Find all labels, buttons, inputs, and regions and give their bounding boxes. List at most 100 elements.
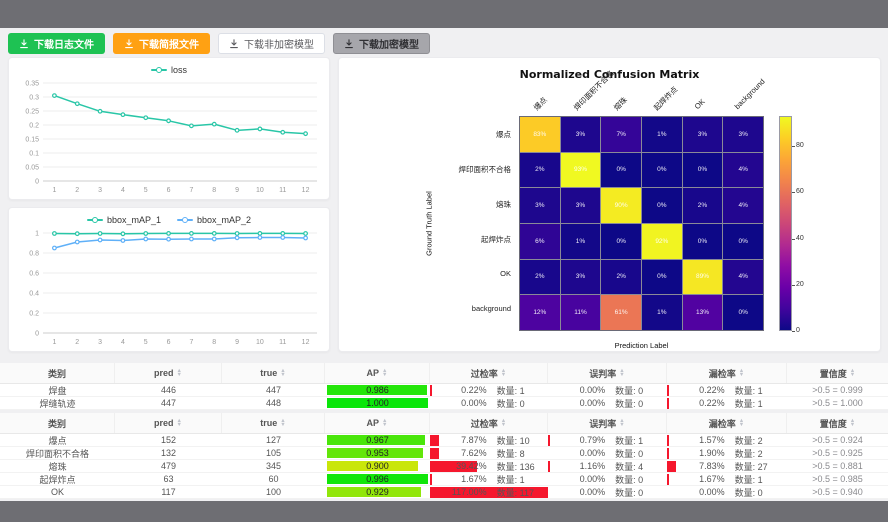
matrix-cell-起焊炸点-焊印面积不合格: 1% bbox=[560, 224, 601, 259]
sort-asc-icon: ▲ bbox=[280, 368, 286, 374]
sort-icon[interactable]: ▲ ▼ bbox=[177, 368, 182, 378]
legend-item-bbox_mAP_1[interactable]: bbox_mAP_1 bbox=[86, 215, 161, 225]
sort-desc-icon: ▼ bbox=[176, 422, 182, 428]
table-header-row: 类别 pred ▲ ▼ true ▲ ▼ AP ▲ ▼ 过检率 ▲ ▼ 误判率 ▲ ▼ 漏检率 ▲ ▼ 置信度 ▲ ▼ bbox=[0, 363, 888, 384]
sort-icon[interactable]: ▲ ▼ bbox=[619, 418, 625, 428]
sort-asc-icon: ▲ bbox=[619, 418, 625, 424]
download-icon bbox=[20, 38, 28, 48]
svg-text:0.25: 0.25 bbox=[25, 109, 39, 116]
download-report-button[interactable]: 下载简报文件 bbox=[113, 33, 210, 54]
table-row-焊缝轨迹: 焊缝轨迹 447 448 1.000 0.00% 数量: 0 0.00% 数量: 0 0.22%… bbox=[0, 397, 888, 410]
sort-desc-icon: ▼ bbox=[500, 422, 507, 428]
sort-desc-icon: ▼ bbox=[280, 372, 286, 378]
sort-asc-icon: ▲ bbox=[382, 368, 388, 374]
download-unencrypted-model-button[interactable]: 下载非加密模型 bbox=[218, 33, 325, 54]
sort-icon[interactable]: ▲ ▼ bbox=[849, 368, 856, 378]
rate-percent: 0.22% bbox=[699, 398, 725, 408]
rate-bar bbox=[430, 473, 433, 485]
svg-text:3: 3 bbox=[98, 339, 102, 346]
matrix-cell-爆点-background: 3% bbox=[723, 117, 763, 152]
confusion-matrix-grid: 83% 3% 7% 1% 3% 3% 2% 93% 0% 0% 0% 4% 3% 3% 90% 0% 2% 4% 6… bbox=[519, 116, 764, 331]
column-header-label: 漏检率 bbox=[708, 368, 736, 379]
svg-text:0.15: 0.15 bbox=[25, 137, 39, 144]
column-header-class: 类别 bbox=[0, 363, 115, 383]
rate-count: 数量: 2 bbox=[734, 435, 763, 446]
sort-icon[interactable]: ▲ ▼ bbox=[280, 368, 286, 378]
cell-true: 447 bbox=[265, 385, 282, 395]
ap-value: 0.929 bbox=[366, 487, 389, 497]
cell-overdetect: 39.42% 数量: 136 bbox=[430, 460, 548, 472]
svg-text:0.05: 0.05 bbox=[25, 165, 39, 172]
rate-percent: 0.00% bbox=[699, 487, 725, 497]
column-header-miss: 漏检率 ▲ ▼ bbox=[667, 413, 787, 433]
column-header-label: pred bbox=[154, 368, 174, 378]
rate-count: 数量: 0 bbox=[734, 487, 763, 498]
download-log-button[interactable]: 下载日志文件 bbox=[8, 33, 105, 54]
rate-bar bbox=[667, 473, 670, 485]
cell-miss: 0.22% 数量: 1 bbox=[667, 384, 787, 396]
matrix-row-label: background bbox=[471, 303, 511, 313]
matrix-cell-OK-OK: 89% bbox=[682, 259, 723, 295]
cell-confidence: >0.5 = 0.940 bbox=[812, 487, 863, 497]
legend-circle bbox=[182, 217, 188, 223]
confusion-matrix-card: Normalized Confusion Matrix 83% 3% 7% 1% 3% 3… bbox=[338, 57, 881, 352]
download-encrypted-model-label: 下载加密模型 bbox=[359, 40, 419, 51]
svg-text:2: 2 bbox=[75, 187, 79, 194]
matrix-cell-熔珠-起焊炸点: 0% bbox=[642, 188, 682, 223]
sort-icon[interactable]: ▲ ▼ bbox=[849, 418, 856, 428]
sort-icon[interactable]: ▲ ▼ bbox=[382, 368, 388, 378]
column-header-label: 类别 bbox=[47, 418, 66, 429]
cell-miss: 1.57% 数量: 2 bbox=[667, 434, 787, 446]
cell-true: 448 bbox=[265, 398, 282, 408]
rate-count: 数量: 0 bbox=[615, 487, 644, 498]
legend-item-loss[interactable]: loss bbox=[150, 65, 187, 75]
matrix-cell-熔珠-熔珠: 90% bbox=[601, 188, 641, 223]
sort-asc-icon: ▲ bbox=[849, 368, 856, 374]
cell-misjudge: 0.00% 数量: 0 bbox=[548, 486, 667, 498]
sort-icon[interactable]: ▲ ▼ bbox=[280, 418, 286, 428]
sort-icon[interactable]: ▲ ▼ bbox=[739, 368, 744, 378]
matrix-xlabel: Prediction Label bbox=[614, 341, 669, 350]
column-header-class: 类别 bbox=[0, 413, 115, 433]
column-header-pred: pred ▲ ▼ bbox=[115, 363, 222, 383]
rate-count: 数量: 1 bbox=[496, 385, 525, 396]
sort-icon[interactable]: ▲ ▼ bbox=[500, 418, 507, 428]
cell-overdetect: 1.67% 数量: 1 bbox=[430, 473, 548, 485]
matrix-cell-OK-起焊炸点: 0% bbox=[642, 259, 682, 295]
svg-text:10: 10 bbox=[256, 339, 264, 346]
sort-icon[interactable]: ▲ ▼ bbox=[501, 368, 506, 378]
legend-circle bbox=[91, 217, 98, 223]
sort-icon[interactable]: ▲ ▼ bbox=[619, 368, 625, 378]
sort-asc-icon: ▲ bbox=[280, 418, 286, 424]
download-encrypted-model-button[interactable]: 下载加密模型 bbox=[333, 33, 430, 54]
column-header-misjudge: 误判率 ▲ ▼ bbox=[548, 413, 667, 433]
matrix-cell-background-爆点: 12% bbox=[520, 295, 560, 330]
rate-percent: 1.67% bbox=[699, 474, 725, 484]
column-header-label: 误判率 bbox=[589, 418, 617, 429]
column-header-ap: AP ▲ ▼ bbox=[325, 363, 430, 383]
rate-count: 数量: 117 bbox=[496, 487, 534, 498]
legend-item-bbox_mAP_2[interactable]: bbox_mAP_2 bbox=[177, 215, 251, 225]
legend-label: loss bbox=[170, 65, 187, 75]
sort-icon[interactable]: ▲ ▼ bbox=[382, 418, 387, 428]
metrics-tables: 类别 pred ▲ ▼ true ▲ ▼ AP ▲ ▼ 过检率 ▲ ▼ 误判率 ▲ ▼ 漏检率 ▲ ▼ 置信度 ▲ ▼ 焊盘… bbox=[0, 363, 888, 502]
table-row-起焊炸点: 起焊炸点 63 60 0.996 1.67% 数量: 1 0.00% 数量: 0 1.67% 数量… bbox=[0, 473, 888, 486]
sort-desc-icon: ▼ bbox=[619, 422, 625, 428]
matrix-cell-焊印面积不合格-起焊炸点: 0% bbox=[642, 152, 682, 188]
legend-symbol bbox=[150, 66, 167, 74]
matrix-cell-起焊炸点-爆点: 6% bbox=[520, 224, 560, 259]
sort-desc-icon: ▼ bbox=[849, 422, 856, 428]
table-row-熔珠: 熔珠 479 345 0.900 39.42% 数量: 136 1.16% 数量: 4 7.83… bbox=[0, 460, 888, 473]
matrix-row-label: 焊印面积不合格 bbox=[458, 164, 512, 174]
sort-icon[interactable]: ▲ ▼ bbox=[739, 418, 744, 428]
sort-icon[interactable]: ▲ ▼ bbox=[176, 418, 182, 428]
rate-bar bbox=[548, 434, 551, 446]
matrix-cell-起焊炸点-熔珠: 0% bbox=[601, 224, 641, 259]
sort-desc-icon: ▼ bbox=[280, 422, 286, 428]
rate-percent: 0.00% bbox=[579, 448, 606, 458]
cell-class: 爆点 bbox=[48, 435, 67, 446]
cell-class: 起焊炸点 bbox=[39, 474, 76, 485]
rate-count: 数量: 1 bbox=[496, 474, 525, 485]
cell-pred: 447 bbox=[160, 398, 177, 408]
sort-desc-icon: ▼ bbox=[619, 372, 625, 378]
